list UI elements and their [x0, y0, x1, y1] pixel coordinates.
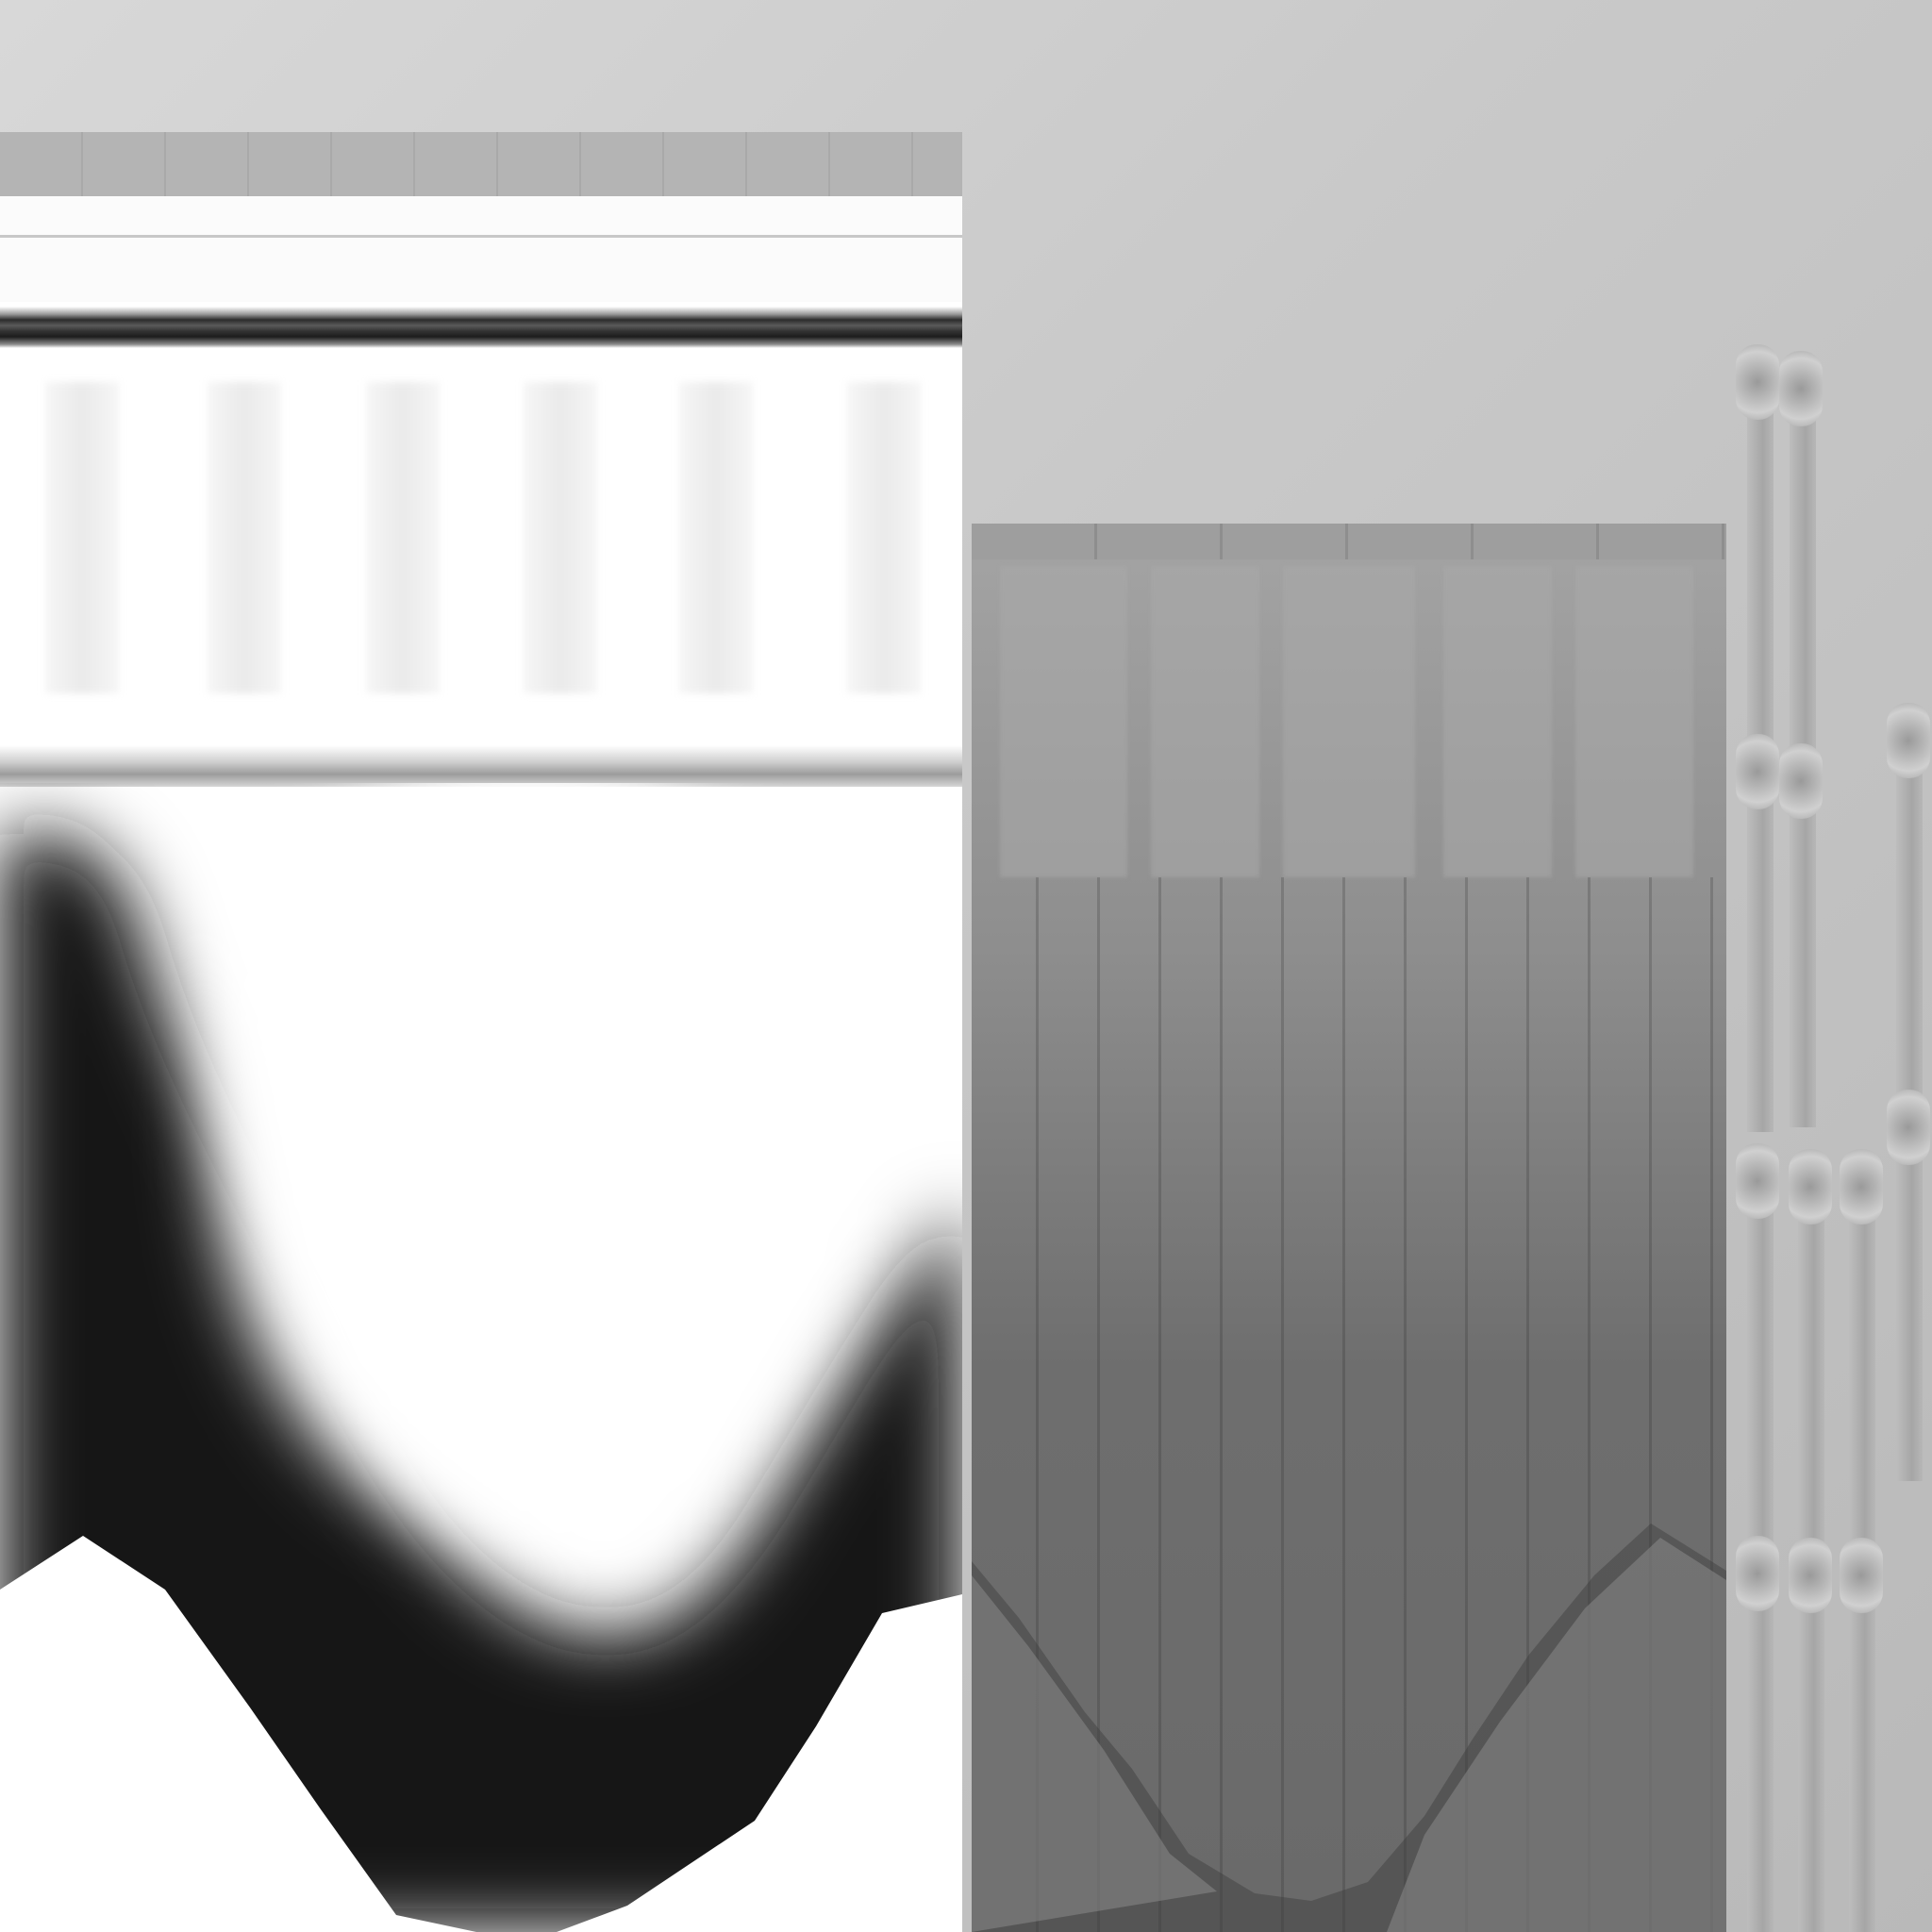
- middle-block: [1283, 566, 1415, 877]
- pillar-joint: [1840, 1538, 1883, 1613]
- left-column: [847, 382, 921, 693]
- middle-block: [1000, 566, 1127, 877]
- middle-vertical-line: [1342, 877, 1345, 1932]
- left-dark-valley-shape: [0, 783, 962, 1932]
- pillar-joint: [1736, 1536, 1779, 1611]
- left-column: [366, 382, 440, 693]
- left-top-noise-strip: [0, 132, 962, 196]
- middle-top-noise-strip: [972, 524, 1726, 559]
- middle-vertical-line: [1465, 877, 1468, 1932]
- pillar-joint: [1789, 1149, 1832, 1224]
- left-thin-divider: [0, 235, 962, 238]
- middle-vertical-line: [1588, 877, 1591, 1932]
- middle-vertical-line: [1220, 877, 1223, 1932]
- middle-block: [1443, 566, 1552, 877]
- middle-vertical-line: [1526, 877, 1529, 1932]
- pillar-joint: [1779, 743, 1823, 819]
- middle-vertical-line: [1404, 877, 1407, 1932]
- pillar-joint: [1887, 1090, 1930, 1165]
- middle-vertical-line: [1036, 877, 1039, 1932]
- middle-valley-shape: [972, 1524, 1726, 1932]
- left-column: [679, 382, 753, 693]
- pillar-joint: [1779, 351, 1823, 426]
- left-mid-strip: [0, 745, 962, 787]
- middle-vertical-line: [1158, 877, 1161, 1932]
- left-column: [208, 382, 281, 693]
- middle-texture-panel: [972, 524, 1726, 1932]
- middle-vertical-line: [1649, 877, 1652, 1932]
- left-white-band: [0, 196, 962, 302]
- pillar-joint: [1736, 344, 1779, 420]
- left-column: [45, 382, 119, 693]
- middle-block: [1151, 566, 1259, 877]
- pillar-joint: [1789, 1538, 1832, 1613]
- middle-block: [1575, 566, 1693, 877]
- left-dark-line-band: [0, 307, 962, 348]
- left-texture-panel: [0, 132, 962, 1932]
- left-column-zone: [0, 354, 962, 750]
- pillar-joint: [1887, 703, 1930, 778]
- middle-vertical-line: [1710, 877, 1713, 1932]
- middle-vertical-line: [1281, 877, 1284, 1932]
- middle-vertical-line: [1097, 877, 1100, 1932]
- pillar-joint: [1736, 734, 1779, 809]
- pillar-joint: [1840, 1149, 1883, 1224]
- left-column: [524, 382, 597, 693]
- pillar-joint: [1736, 1143, 1779, 1219]
